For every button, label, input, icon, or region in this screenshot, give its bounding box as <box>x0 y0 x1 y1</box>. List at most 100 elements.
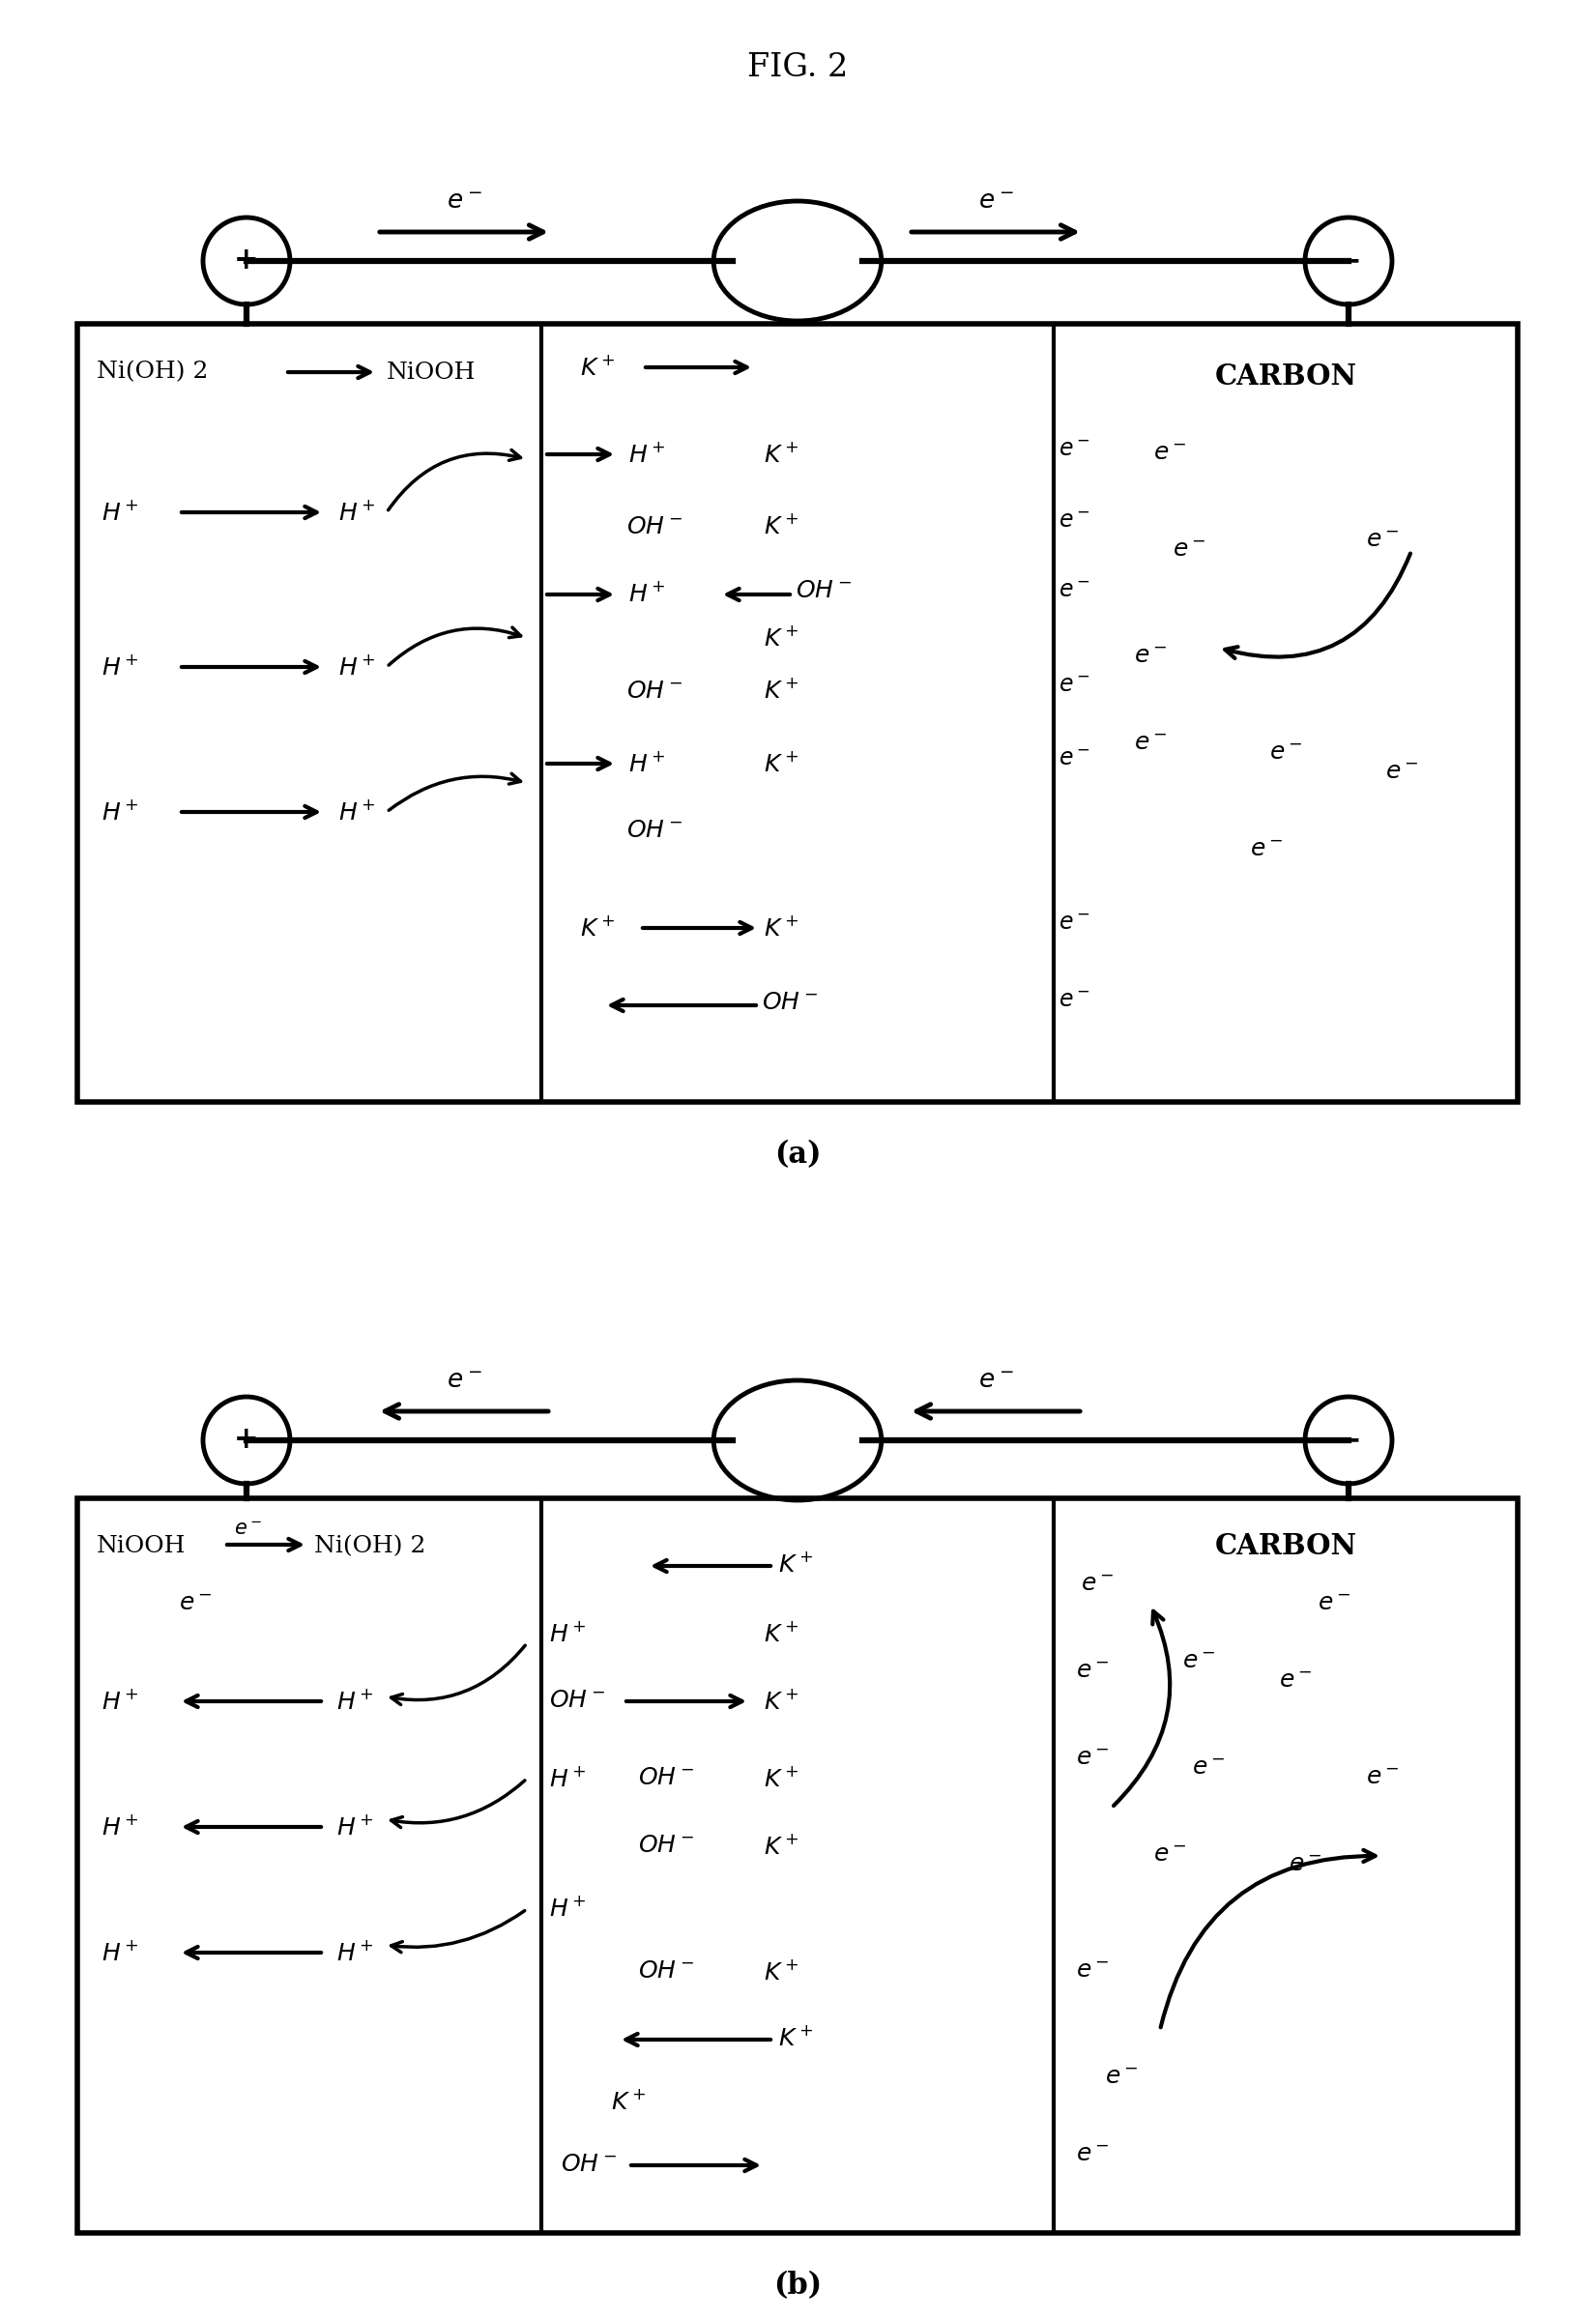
Text: −: − <box>1334 1423 1361 1456</box>
Bar <box>77 325 1518 1101</box>
Text: $e^-$: $e^-$ <box>235 1521 262 1539</box>
Text: $K^+$: $K^+$ <box>779 1553 814 1576</box>
Text: $e^-$: $e^-$ <box>1288 1854 1321 1878</box>
Text: $e^-$: $e^-$ <box>1269 742 1302 765</box>
Text: $K^+$: $K^+$ <box>763 1623 800 1646</box>
Text: $e^-$: $e^-$ <box>1104 2068 1138 2089</box>
Text: $H^+$: $H^+$ <box>338 800 375 825</box>
Bar <box>77 1497 1518 2232</box>
Text: $e^-$: $e^-$ <box>1152 443 1186 466</box>
Text: $K^+$: $K^+$ <box>763 1959 800 1984</box>
Text: $H^+$: $H^+$ <box>549 1623 587 1646</box>
Text: $e^-$: $e^-$ <box>1133 647 1167 668</box>
Text: $e^-$: $e^-$ <box>1058 911 1090 934</box>
Text: $e^-$: $e^-$ <box>1058 990 1090 1011</box>
Text: $K^+$: $K^+$ <box>763 1834 800 1859</box>
Text: $e^-$: $e^-$ <box>978 1368 1013 1393</box>
Text: $e^-$: $e^-$ <box>1058 510 1090 533</box>
Text: $e^-$: $e^-$ <box>1171 540 1207 561</box>
Text: $e^-$: $e^-$ <box>1385 763 1419 783</box>
Text: $H^+$: $H^+$ <box>629 582 666 607</box>
Text: $K^+$: $K^+$ <box>763 679 800 702</box>
Text: $OH^-$: $OH^-$ <box>795 580 852 603</box>
Text: $OH^-$: $OH^-$ <box>638 1769 694 1789</box>
FancyArrowPatch shape <box>391 1780 525 1827</box>
FancyArrowPatch shape <box>1226 554 1411 658</box>
Text: $H^+$: $H^+$ <box>549 1766 587 1792</box>
FancyArrowPatch shape <box>1114 1611 1170 1806</box>
Text: $K^+$: $K^+$ <box>763 751 800 777</box>
Text: $K^+$: $K^+$ <box>763 1690 800 1713</box>
Text: $K^+$: $K^+$ <box>763 916 800 941</box>
Text: $e^-$: $e^-$ <box>1192 1757 1226 1780</box>
FancyArrowPatch shape <box>389 774 520 811</box>
Text: $e^-$: $e^-$ <box>1366 531 1400 552</box>
Text: $H^+$: $H^+$ <box>102 800 139 825</box>
Text: FIG. 2: FIG. 2 <box>747 53 847 83</box>
Text: $e^-$: $e^-$ <box>1058 675 1090 698</box>
Text: $OH^-$: $OH^-$ <box>761 992 819 1015</box>
Text: $H^+$: $H^+$ <box>102 1815 139 1838</box>
Text: $H^+$: $H^+$ <box>337 1815 373 1838</box>
Text: $H^+$: $H^+$ <box>337 1940 373 1966</box>
Text: $H^+$: $H^+$ <box>629 443 666 466</box>
Text: +: + <box>235 1426 259 1456</box>
Text: $K^+$: $K^+$ <box>579 355 614 380</box>
Text: CARBON: CARBON <box>1215 364 1357 392</box>
Text: $e^-$: $e^-$ <box>1278 1671 1312 1692</box>
Text: $e^-$: $e^-$ <box>447 190 482 213</box>
Text: $OH^-$: $OH^-$ <box>626 515 683 538</box>
Text: CARBON: CARBON <box>1215 1532 1357 1560</box>
Text: −: − <box>1334 246 1361 276</box>
Text: NiOOH: NiOOH <box>386 362 476 382</box>
Text: $e^-$: $e^-$ <box>1058 438 1090 461</box>
Text: $e^-$: $e^-$ <box>1076 1961 1109 1984</box>
Text: (b): (b) <box>774 2272 822 2302</box>
Text: $H^+$: $H^+$ <box>102 501 139 524</box>
Text: $e^-$: $e^-$ <box>1076 2144 1109 2167</box>
Text: $H^+$: $H^+$ <box>338 656 375 679</box>
Text: $e^-$: $e^-$ <box>447 1368 482 1393</box>
Text: $OH^-$: $OH^-$ <box>560 2153 618 2177</box>
Text: $e^-$: $e^-$ <box>1317 1592 1350 1616</box>
Text: Ni(OH) 2: Ni(OH) 2 <box>314 1535 426 1558</box>
Text: $e^-$: $e^-$ <box>1366 1769 1400 1789</box>
Text: NiOOH: NiOOH <box>97 1535 187 1558</box>
Text: $e^-$: $e^-$ <box>1152 1845 1186 1866</box>
Text: $H^+$: $H^+$ <box>338 501 375 524</box>
Text: $K^+$: $K^+$ <box>779 2026 814 2049</box>
Text: $OH^-$: $OH^-$ <box>638 1961 694 1984</box>
Text: $e^-$: $e^-$ <box>1076 1748 1109 1771</box>
Text: $e^-$: $e^-$ <box>1133 732 1167 756</box>
Text: $OH^-$: $OH^-$ <box>638 1836 694 1857</box>
Text: $H^+$: $H^+$ <box>549 1896 587 1922</box>
Text: $K^+$: $K^+$ <box>579 916 614 941</box>
Text: $e^-$: $e^-$ <box>1058 580 1090 603</box>
Text: $H^+$: $H^+$ <box>102 1940 139 1966</box>
Text: $e^-$: $e^-$ <box>1080 1574 1114 1597</box>
Text: $K^+$: $K^+$ <box>763 443 800 466</box>
Text: $K^+$: $K^+$ <box>763 1766 800 1792</box>
FancyArrowPatch shape <box>391 1910 525 1952</box>
Text: $OH^-$: $OH^-$ <box>549 1690 605 1713</box>
Text: $e^-$: $e^-$ <box>978 190 1013 213</box>
Text: $K^+$: $K^+$ <box>763 515 800 538</box>
Text: $OH^-$: $OH^-$ <box>626 821 683 841</box>
Text: $H^+$: $H^+$ <box>629 751 666 777</box>
Text: $e^-$: $e^-$ <box>1076 1662 1109 1683</box>
Text: Ni(OH) 2: Ni(OH) 2 <box>97 362 207 382</box>
Text: $H^+$: $H^+$ <box>102 656 139 679</box>
Text: +: + <box>235 246 259 276</box>
Text: (a): (a) <box>774 1140 820 1171</box>
FancyArrowPatch shape <box>391 1646 525 1704</box>
Text: $H^+$: $H^+$ <box>337 1690 373 1713</box>
Text: $K^+$: $K^+$ <box>763 626 800 649</box>
Text: $K^+$: $K^+$ <box>611 2091 646 2114</box>
Text: $e^-$: $e^-$ <box>1058 749 1090 770</box>
FancyArrowPatch shape <box>388 450 520 510</box>
FancyArrowPatch shape <box>389 628 520 665</box>
Text: $OH^-$: $OH^-$ <box>626 679 683 702</box>
Text: $H^+$: $H^+$ <box>102 1690 139 1713</box>
FancyArrowPatch shape <box>1160 1850 1376 2028</box>
Text: $e^-$: $e^-$ <box>179 1592 212 1616</box>
